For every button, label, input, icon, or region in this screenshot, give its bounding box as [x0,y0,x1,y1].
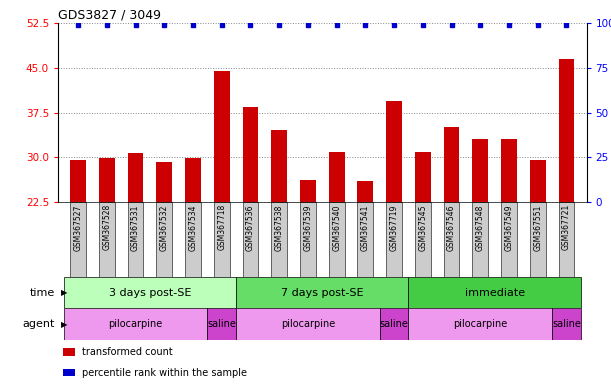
Bar [156,202,172,277]
Bar [214,71,230,202]
Bar [329,152,345,202]
Text: percentile rank within the sample: percentile rank within the sample [82,368,247,378]
Bar [236,277,409,308]
Text: ▶: ▶ [61,319,68,329]
Text: GSM367538: GSM367538 [275,204,284,251]
Text: GSM367527: GSM367527 [74,204,82,251]
Bar [558,59,574,202]
Bar [207,308,236,340]
Bar [501,139,517,202]
Bar [501,202,517,277]
Text: GSM367532: GSM367532 [160,204,169,251]
Text: GSM367721: GSM367721 [562,204,571,250]
Bar [415,152,431,202]
Bar [214,202,230,277]
Bar [128,202,144,277]
Bar [386,202,402,277]
Bar [99,202,115,277]
Text: transformed count: transformed count [82,347,172,357]
Bar [558,202,574,277]
Bar [271,131,287,202]
Bar [271,202,287,277]
Text: GSM367548: GSM367548 [476,204,485,251]
Text: 7 days post-SE: 7 days post-SE [281,288,364,298]
Bar [409,308,552,340]
Bar [300,180,316,202]
Bar [128,153,144,202]
Text: saline: saline [379,319,409,329]
Text: ▶: ▶ [61,288,68,297]
Bar [357,202,373,277]
Bar [236,308,380,340]
Text: 3 days post-SE: 3 days post-SE [109,288,191,298]
Text: GSM367540: GSM367540 [332,204,341,251]
Text: GSM367528: GSM367528 [103,204,111,250]
Bar [99,159,115,202]
Text: saline: saline [552,319,581,329]
Text: GSM367539: GSM367539 [304,204,312,251]
Text: pilocarpine: pilocarpine [453,319,507,329]
Bar [70,202,86,277]
Bar [70,160,86,202]
Text: GSM367534: GSM367534 [189,204,197,251]
Text: agent: agent [23,319,55,329]
Bar [444,127,459,202]
Text: GSM367541: GSM367541 [361,204,370,251]
Bar [415,202,431,277]
Bar [357,181,373,202]
Text: pilocarpine: pilocarpine [281,319,335,329]
Bar [243,106,258,202]
Text: GSM367549: GSM367549 [505,204,513,251]
Text: pilocarpine: pilocarpine [109,319,163,329]
Bar [185,159,201,202]
Text: GSM367719: GSM367719 [390,204,398,251]
Text: GSM367531: GSM367531 [131,204,140,251]
Text: GSM367536: GSM367536 [246,204,255,251]
Bar [64,348,75,356]
Text: GDS3827 / 3049: GDS3827 / 3049 [58,9,161,22]
Bar [64,308,207,340]
Bar [472,202,488,277]
Bar [409,277,581,308]
Bar [444,202,459,277]
Bar [300,202,316,277]
Text: immediate: immediate [464,288,525,298]
Bar [243,202,258,277]
Bar [156,162,172,202]
Bar [386,101,402,202]
Text: GSM367551: GSM367551 [533,204,542,251]
Text: GSM367545: GSM367545 [419,204,427,251]
Bar [472,139,488,202]
Bar [552,308,581,340]
Text: time: time [30,288,55,298]
Bar [530,160,546,202]
Bar [530,202,546,277]
Bar [380,308,409,340]
Text: GSM367718: GSM367718 [218,204,226,250]
Text: GSM367546: GSM367546 [447,204,456,251]
Bar [329,202,345,277]
Bar [64,277,236,308]
Bar [185,202,201,277]
Bar [64,369,75,376]
Text: saline: saline [207,319,236,329]
